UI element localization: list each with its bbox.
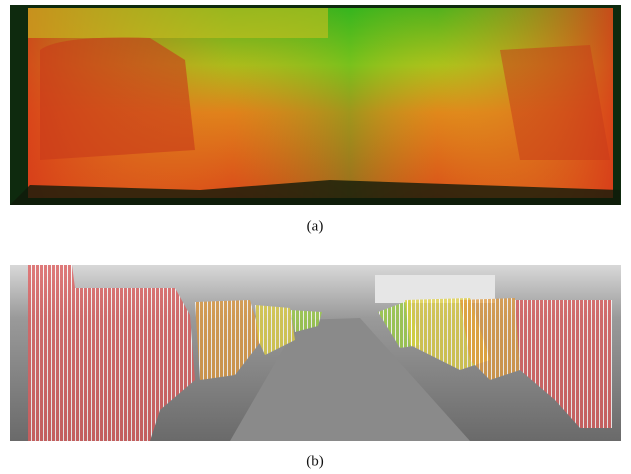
segmentation-image: [10, 265, 621, 441]
caption: (a): [307, 218, 324, 234]
depth-image: [10, 5, 621, 205]
figure: (a) (b): [0, 0, 631, 474]
caption: (b): [306, 453, 324, 469]
